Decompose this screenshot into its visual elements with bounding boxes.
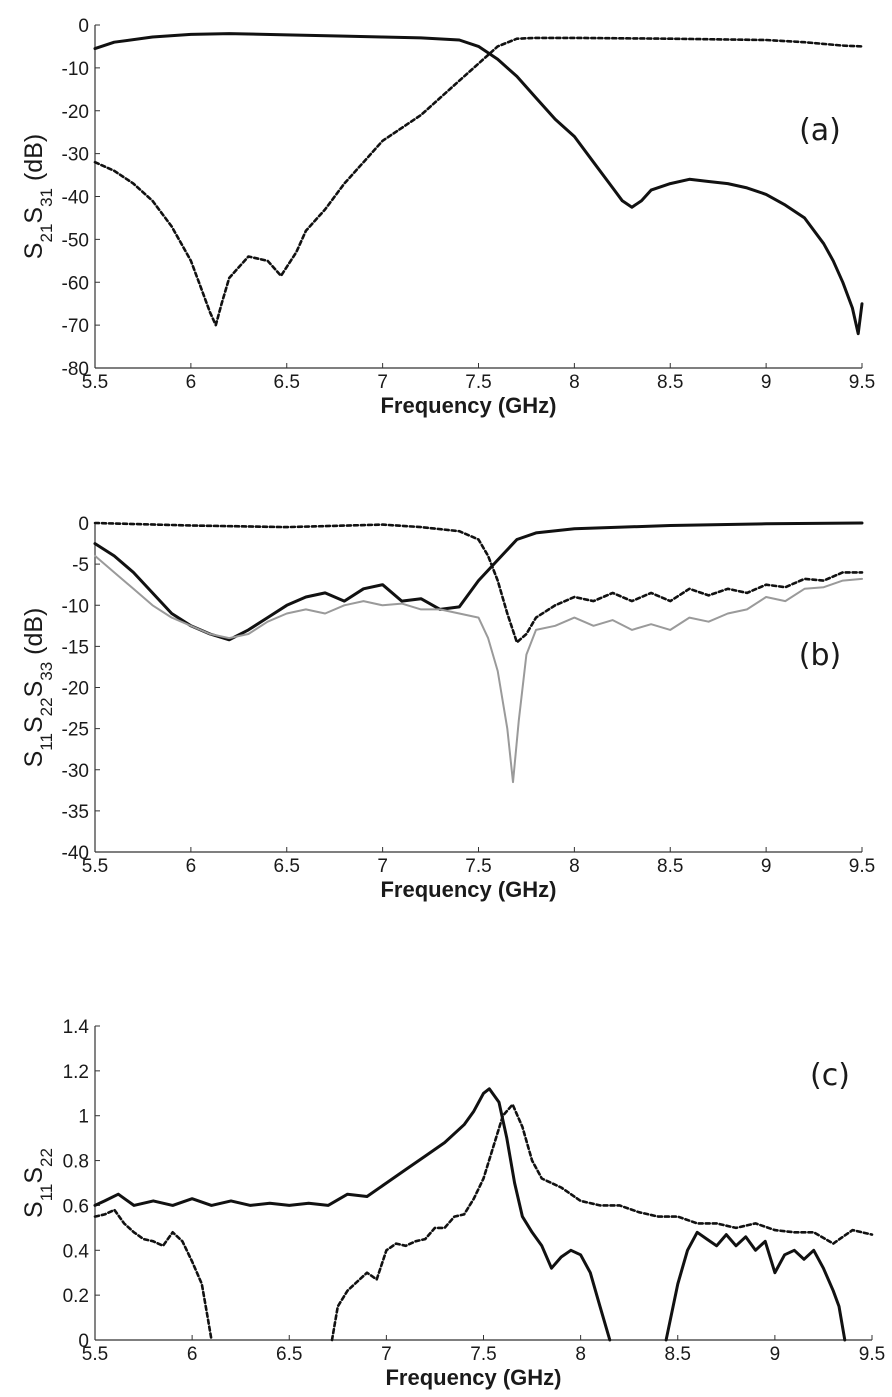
y-tick-label: -50 — [62, 230, 89, 251]
y-tick-label: 1.4 — [63, 1017, 90, 1038]
y-tick-label: -30 — [62, 761, 89, 782]
y-axis-title-part: S — [20, 207, 48, 224]
y-axis-title-part: S — [20, 1201, 48, 1218]
y-tick-label: -10 — [62, 59, 89, 80]
series-line-1-segment-1 — [93, 1087, 612, 1342]
x-tick-label: 9.5 — [849, 372, 875, 393]
y-tick-label: 0.8 — [63, 1152, 89, 1173]
y-tick-label: -25 — [62, 720, 89, 741]
x-tick-label: 6 — [187, 1344, 198, 1365]
x-tick-label: 8.5 — [657, 372, 683, 393]
y-tick-label: 0.6 — [63, 1196, 89, 1217]
x-tick-label: 9 — [761, 856, 772, 877]
panel-label: (a) — [799, 113, 841, 148]
series-line-1 — [93, 521, 864, 642]
y-tick-label: 1 — [78, 1107, 89, 1128]
y-tick-label: 0 — [78, 514, 89, 535]
series-line-2-segment-1 — [93, 1208, 213, 1342]
x-tick-label: 9 — [761, 372, 772, 393]
y-tick-label: -15 — [62, 637, 89, 658]
y-tick-label: -10 — [62, 596, 89, 617]
y-axis-title-part: 11 — [37, 1184, 56, 1202]
y-tick-label: 0.4 — [63, 1241, 90, 1262]
y-tick-label: -30 — [62, 145, 89, 166]
x-axis-title: Frequency (GHz) — [380, 877, 556, 902]
y-axis-title-part: 31 — [37, 188, 56, 207]
y-axis-title-part: S — [20, 751, 48, 768]
x-tick-label: 7 — [377, 372, 388, 393]
x-tick-label: 7 — [381, 1344, 392, 1365]
x-tick-label: 7.5 — [465, 856, 491, 877]
panel-a: 5.5 6 6.5 7 7.5 8 8.5 9 9.5 0 -10 -20 -30 -40 -50 -60 -7… — [20, 16, 875, 418]
y-tick-label: 1.2 — [63, 1062, 89, 1083]
y-axis-title-part: S — [20, 1167, 48, 1184]
y-tick-label: 0 — [78, 1331, 89, 1352]
y-tick-label: 0 — [78, 16, 89, 37]
x-tick-label: 7.5 — [470, 1344, 496, 1365]
y-axis-title-part: 22 — [37, 697, 56, 716]
y-axis-title-part: S — [20, 243, 48, 260]
y-tick-label: -40 — [62, 188, 89, 209]
y-axis-title: S21S31 (dB) — [20, 134, 56, 259]
x-tick-label: 9.5 — [849, 856, 875, 877]
x-tick-label: 5.5 — [82, 372, 108, 393]
y-tick-label: -80 — [62, 359, 89, 380]
x-tick-label: 9 — [770, 1344, 781, 1365]
x-tick-label: 8 — [575, 1344, 586, 1365]
y-tick-label: -35 — [62, 802, 89, 823]
y-tick-label: -70 — [62, 316, 89, 337]
x-tick-label: 5.5 — [82, 856, 108, 877]
x-tick-label: 8.5 — [657, 856, 683, 877]
series-line-2 — [93, 36, 864, 327]
y-tick-label: -5 — [72, 555, 89, 576]
x-tick-label: 6.5 — [274, 856, 300, 877]
y-axis-title-part: 11 — [37, 733, 56, 751]
x-tick-label: 8 — [569, 856, 580, 877]
y-axis-title: S11S22S33 (dB) — [20, 608, 56, 768]
y-axis-title-part: 21 — [37, 224, 56, 243]
y-tick-label: -20 — [62, 102, 89, 123]
series-line-2-segment-2 — [330, 1103, 874, 1342]
y-axis-title-part: S — [20, 681, 48, 698]
y-tick-label: -20 — [62, 679, 89, 700]
y-axis-title-part: 33 — [37, 662, 56, 681]
series-line-3 — [94, 554, 863, 784]
x-tick-label: 7.5 — [465, 372, 491, 393]
series-line-1 — [93, 32, 864, 336]
x-axis-title: Frequency (GHz) — [385, 1365, 561, 1390]
y-axis-title-part: (dB) — [20, 134, 48, 188]
y-axis-title-part: 22 — [37, 1148, 56, 1167]
y-axis-title: S11S22 — [20, 1148, 56, 1218]
x-tick-label: 7 — [377, 856, 388, 877]
series-line-2 — [93, 521, 864, 644]
panel-label: (b) — [799, 638, 841, 673]
panel-c: 5.5 6 6.5 7 7.5 8 8.5 9 9.5 1.4 1.2 1 0.8 0.6 0.4 0.2 0 F… — [20, 1017, 885, 1390]
y-tick-label: 0.2 — [63, 1286, 89, 1307]
y-tick-label: -60 — [62, 273, 89, 294]
series-line-1-segment-2 — [664, 1230, 847, 1342]
x-tick-label: 9.5 — [859, 1344, 885, 1365]
panel-label: (c) — [810, 1058, 850, 1093]
panel-b: 5.5 6 6.5 7 7.5 8 8.5 9 9.5 0 -5 -10 -15 -20 -25 -30 -35… — [20, 514, 875, 902]
x-tick-label: 6.5 — [276, 1344, 302, 1365]
x-axis-title: Frequency (GHz) — [380, 393, 556, 418]
y-axis-title-part: (dB) — [20, 608, 48, 662]
x-tick-label: 6 — [186, 372, 197, 393]
x-tick-label: 6.5 — [274, 372, 300, 393]
y-axis-title-part: S — [20, 716, 48, 733]
x-tick-label: 5.5 — [82, 1344, 108, 1365]
x-tick-label: 8 — [569, 372, 580, 393]
y-tick-label: -40 — [62, 843, 89, 864]
x-tick-label: 6 — [186, 856, 197, 877]
x-tick-label: 8.5 — [665, 1344, 691, 1365]
